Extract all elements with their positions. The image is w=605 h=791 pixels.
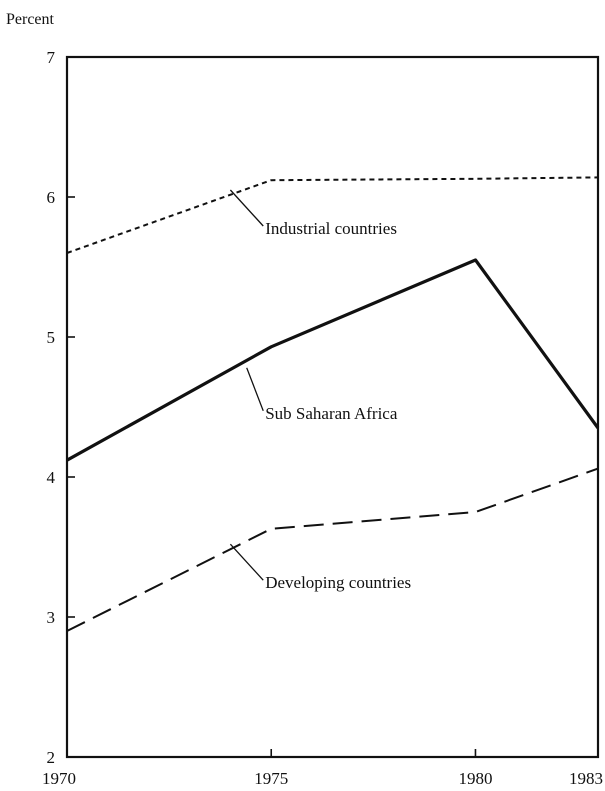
annotation-leader	[229, 543, 264, 581]
x-axis-ticks: 1970 1975 1980 1983	[42, 749, 603, 788]
series-label: Sub Saharan Africa	[265, 404, 398, 423]
plot-frame	[65, 55, 600, 759]
series-line-industrial-countries	[66, 176, 599, 254]
series-lines	[66, 176, 600, 632]
y-axis-label: Percent	[6, 11, 55, 28]
y-tick-label: 5	[47, 328, 56, 347]
y-axis-ticks: 2 3 4 5 6 7	[47, 48, 75, 767]
y-tick-label: 2	[47, 748, 56, 767]
x-tick-label: 1983	[569, 769, 603, 788]
series-annotations: Industrial countries Sub Saharan Africa De…	[229, 189, 411, 592]
series-label: Developing countries	[265, 573, 411, 592]
series-line-sub-saharan-africa	[66, 258, 600, 462]
x-tick-label: 1970	[42, 769, 76, 788]
x-tick-label: 1975	[254, 769, 288, 788]
series-label: Industrial countries	[265, 219, 397, 238]
x-tick-label: 1980	[458, 769, 492, 788]
y-tick-label: 3	[47, 608, 56, 627]
annotation-leader	[246, 367, 264, 412]
y-tick-label: 6	[47, 188, 56, 207]
series-line-developing-countries	[66, 467, 599, 632]
y-tick-label: 4	[47, 468, 56, 487]
plot-border	[65, 55, 600, 759]
y-tick-label: 7	[47, 48, 56, 67]
annotation-leader	[229, 189, 264, 227]
